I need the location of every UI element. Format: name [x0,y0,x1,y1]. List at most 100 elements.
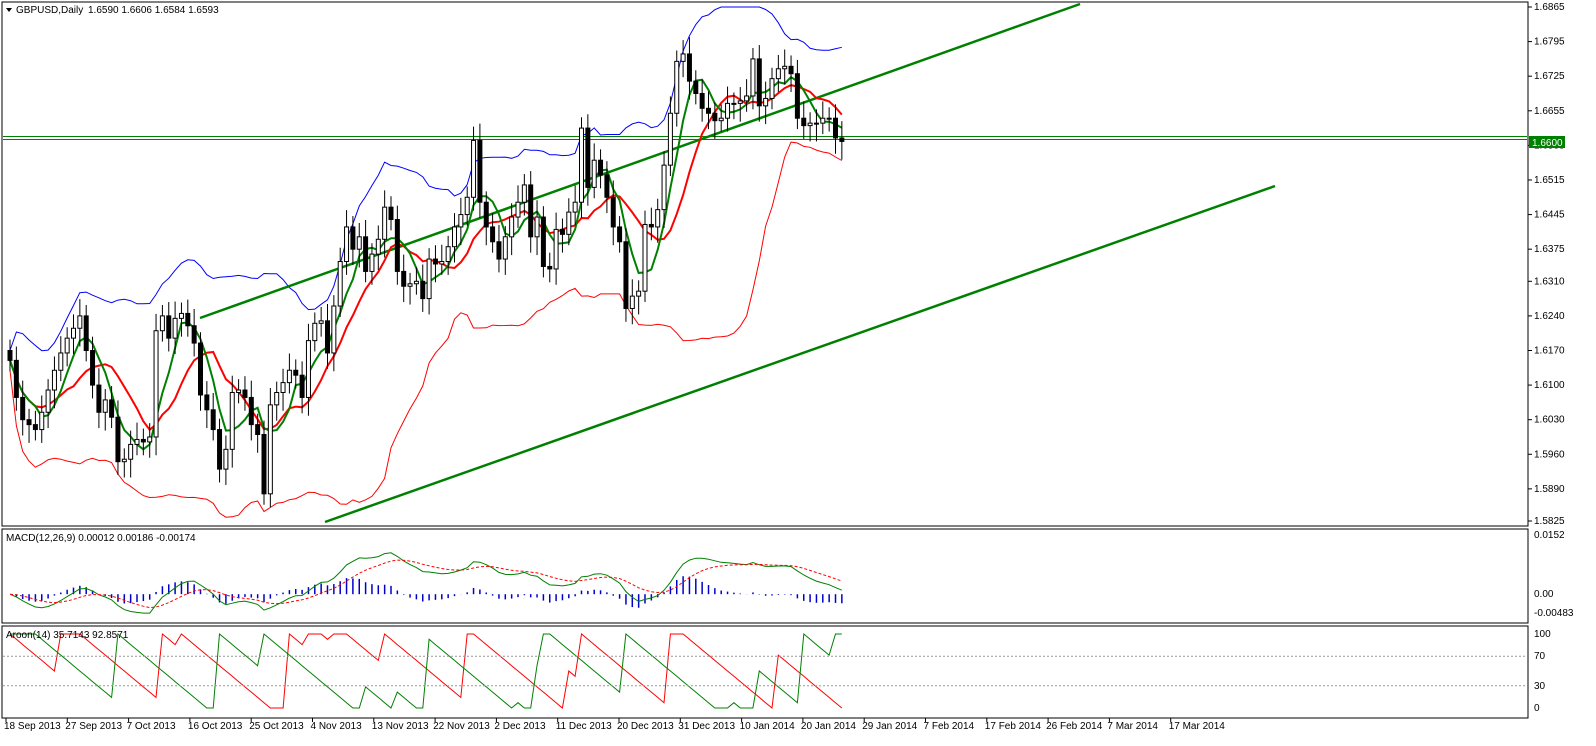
bear-candle-body [191,325,197,344]
bull-candle-body [807,122,813,127]
price-tick-label: 1.6170 [1534,345,1565,356]
bull-candle-body [147,436,153,443]
bear-candle-body [261,434,267,495]
ohlc-readout: 1.6590 1.6606 1.6584 1.6593 [88,5,219,16]
bull-candle-body [39,411,45,431]
bull-candle-body [312,322,318,342]
bear-candle-body [528,184,534,238]
bull-candle-body [661,164,667,211]
time-tick-label: 4 Nov 2013 [311,721,363,732]
bull-candle-body [521,184,527,203]
bear-candle-body [712,112,718,122]
bear-candle-body [794,73,800,119]
bull-candle-body [77,315,83,329]
bull-candle-body [820,117,826,124]
macd-panel-frame [1,528,1529,624]
bull-candle-body [445,246,451,263]
bull-candle-body [667,112,673,166]
bull-candle-body [382,206,388,240]
bear-candle-body [699,92,705,109]
bear-candle-body [242,389,248,398]
time-tick-label: 17 Feb 2014 [985,721,1042,732]
time-tick-label: 2 Dec 2013 [494,721,546,732]
bear-candle-body [756,58,762,107]
time-tick-label: 17 Mar 2014 [1169,721,1226,732]
time-tick-label: 31 Dec 2013 [678,721,735,732]
bull-candle-body [674,60,680,114]
main-panel-frame [1,1,1529,527]
time-tick-label: 7 Feb 2014 [924,721,975,732]
bear-candle-body [483,201,489,228]
aroon-tick-label: 0 [1534,703,1540,714]
bear-candle-body [166,315,172,339]
bull-candle-body [591,159,597,188]
bear-candle-body [401,270,407,287]
price-tick-label: 1.6655 [1534,106,1565,117]
bull-candle-body [642,223,648,292]
bull-candle-body [782,65,788,70]
bear-candle-body [559,228,565,235]
macd-tick-label: 0.00 [1534,589,1554,600]
time-tick-label: 7 Mar 2014 [1107,721,1158,732]
macd-title: MACD(12,26,9) 0.00012 0.00186 -0.00174 [6,533,196,544]
time-tick-label: 27 Sep 2013 [65,721,122,732]
bollinger-bands [9,6,843,518]
bull-candle-body [128,443,134,460]
bear-candle-body [26,419,32,426]
price-tick-label: 1.6240 [1534,311,1565,322]
bear-candle-body [604,174,610,198]
symbol-label: GBPUSD,Daily [16,5,83,16]
bollinger-lower-line [9,141,843,518]
bull-candle-body [629,295,635,309]
bear-candle-body [617,226,623,243]
price-tick-label: 1.6310 [1534,276,1565,287]
bear-candle-body [547,265,553,270]
price-tick-label: 1.6865 [1534,2,1565,13]
bull-candle-body [769,78,775,99]
bear-candle-body [140,438,146,443]
bear-candle-body [610,196,616,228]
bull-candle-body [471,139,477,198]
bull-candle-body [744,95,750,102]
bull-candle-body [45,389,51,413]
bull-candle-body [826,117,832,120]
bear-candle-body [432,258,438,265]
bull-candle-body [439,261,445,265]
bull-candle-body [553,228,559,270]
bull-candle-body [813,122,819,125]
bull-candle-body [318,320,324,324]
bear-candle-body [210,409,216,431]
bull-candle-body [356,236,362,250]
bull-candle-body [464,196,470,216]
bull-candle-body [636,290,642,297]
bull-candle-body [121,458,127,463]
bear-candle-body [83,315,89,351]
bear-candle-body [496,241,502,260]
bull-candle-body [737,100,743,104]
price-tick-label: 1.6725 [1534,71,1565,82]
bull-candle-body [159,315,165,332]
bull-candle-body [64,337,70,354]
time-tick-label: 20 Dec 2013 [617,721,674,732]
bull-candle-body [502,236,508,260]
price-tick-label: 1.5960 [1534,449,1565,460]
bull-candle-body [229,392,235,450]
dropdown-icon[interactable] [6,8,12,12]
aroon-tick-label: 100 [1534,629,1551,640]
bear-candle-body [363,236,369,272]
bull-candle-body [369,253,375,272]
bull-candle-body [280,382,286,394]
bear-candle-body [598,159,604,176]
macd-indicator [9,552,843,614]
macd-line [9,552,842,614]
bull-candle-body [566,211,572,235]
bull-candle-body [267,404,273,495]
bear-candle-body [490,226,496,243]
current-price-label: 1.6600 [1532,138,1563,149]
bull-candle-body [452,226,457,248]
bull-candle-body [413,280,419,285]
bull-candle-body [750,58,756,97]
time-tick-label: 11 Dec 2013 [556,721,612,732]
aroon-down-line [10,633,842,709]
time-tick-label: 18 Sep 2013 [4,721,61,732]
